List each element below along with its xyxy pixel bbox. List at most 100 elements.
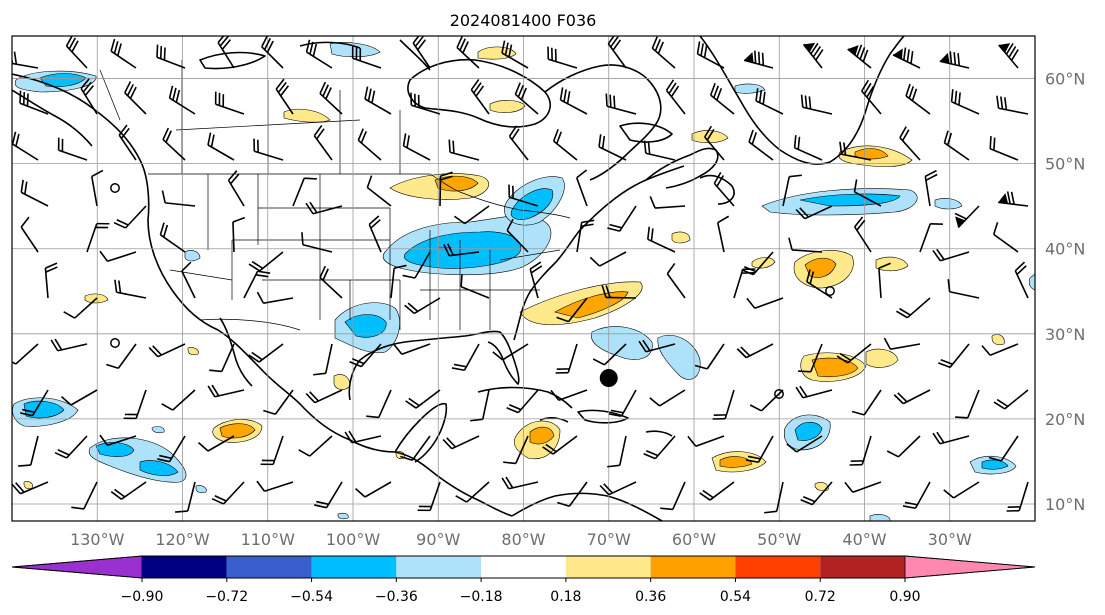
wind-barb (20, 389, 49, 417)
wind-barb (417, 481, 441, 512)
wind-barb (20, 216, 39, 253)
colorbar-bin (820, 556, 905, 578)
colorbar-bin (650, 556, 736, 578)
wind-barb (592, 343, 627, 366)
wind-barb (666, 262, 686, 299)
wind-barb (364, 86, 392, 115)
lat-tick-label: 10°N (1045, 495, 1085, 514)
wind-barb (501, 40, 529, 69)
wind-barb (65, 36, 88, 69)
wind-barb (847, 44, 872, 69)
wind-barb (54, 435, 88, 459)
wind-barb (248, 251, 284, 272)
wind-barb (529, 261, 543, 299)
wind-barb (275, 78, 294, 115)
wind-barb (932, 248, 970, 262)
wind-barb (301, 232, 333, 253)
storm-center-marker (599, 369, 618, 388)
longitude-tick-labels: 130°W 120°W 110°W 100°W 90°W 80°W 70°W 60°W 50°W… (70, 530, 972, 549)
wind-barb (943, 130, 970, 161)
wind-barb (161, 190, 196, 207)
wind-barb (755, 88, 784, 115)
wind-barb (63, 297, 98, 319)
wind-barb (71, 481, 98, 510)
wind-barb (263, 389, 294, 416)
colorbar-tick-label: 0.54 (720, 589, 751, 605)
wind-barb (786, 435, 823, 453)
wind-barb (893, 389, 931, 405)
wind-barb (555, 343, 578, 374)
wind-barb (712, 389, 735, 420)
lon-tick-label: 90°W (416, 530, 460, 549)
wind-barb (556, 297, 588, 323)
lat-tick-label: 50°N (1045, 155, 1085, 174)
wind-barb (704, 125, 725, 161)
wind-barb (501, 476, 539, 490)
wind-barb (508, 125, 529, 161)
wind-barb (709, 82, 735, 115)
wind-barb (1014, 261, 1029, 299)
wind-barb (198, 435, 235, 452)
wind-barb (905, 83, 931, 115)
lat-tick-label: 20°N (1045, 410, 1085, 429)
wind-barb (18, 435, 39, 467)
colorbar-bin (311, 556, 397, 578)
wind-barb (899, 126, 921, 161)
wind-barb (939, 51, 970, 69)
wind-barb (313, 124, 333, 161)
lon-tick-label: 120°W (155, 530, 210, 549)
wind-barb (950, 89, 980, 115)
wind-barb (211, 481, 245, 505)
wind-barb (442, 435, 480, 450)
wind-barb (114, 279, 147, 299)
political-borders (99, 60, 571, 331)
wind-barb (470, 389, 490, 422)
wind-barb (981, 343, 1019, 356)
wind-barb (393, 343, 431, 356)
lon-tick-label: 100°W (326, 530, 381, 549)
wind-barbs (12, 36, 1029, 514)
wind-barb (749, 389, 784, 412)
wind-barb (314, 481, 343, 509)
lat-tick-label: 60°N (1045, 70, 1085, 89)
gridlines (12, 36, 1035, 521)
wind-barb (932, 431, 970, 445)
lon-tick-label: 130°W (70, 530, 125, 549)
map-area (12, 36, 1035, 521)
wind-barb (368, 215, 382, 253)
wind-barb (687, 435, 725, 448)
calm-wind-markers (110, 183, 835, 399)
wind-barb (319, 81, 343, 115)
colorbar-tick-labels: −0.90 −0.72 −0.54 −0.36 −0.18 0.18 0.36 0.54 0.7… (121, 589, 921, 605)
wind-barb (366, 175, 392, 207)
wind-barb (788, 237, 823, 253)
wind-barb (50, 338, 88, 352)
wind-barb (599, 481, 637, 496)
wind-barb (214, 91, 245, 115)
colorbar-tick-label: −0.18 (460, 589, 503, 605)
wind-barb (305, 201, 343, 215)
wind-barb (607, 36, 627, 69)
wind-barb (547, 46, 578, 69)
wind-barb (992, 222, 1019, 253)
wind-barb (699, 481, 735, 501)
wind-barb (713, 172, 735, 207)
wind-barb (802, 42, 824, 69)
wind-barb (207, 384, 245, 398)
wind-barb (844, 481, 882, 494)
wind-barb (298, 435, 333, 457)
wind-barb (456, 36, 480, 69)
wind-barb (660, 481, 686, 511)
wind-barb (550, 389, 588, 402)
colorbar-bin (142, 556, 227, 578)
colorbar-tick-label: 0.36 (635, 589, 666, 605)
wind-barb (514, 82, 539, 115)
wind-barb (448, 139, 480, 161)
colorbar-tick-label: 0.72 (805, 589, 836, 605)
wind-barb (643, 435, 676, 460)
wind-barb (748, 129, 774, 161)
wind-barb (12, 131, 39, 161)
wind-barb (998, 191, 1029, 207)
wind-barb (148, 343, 186, 358)
